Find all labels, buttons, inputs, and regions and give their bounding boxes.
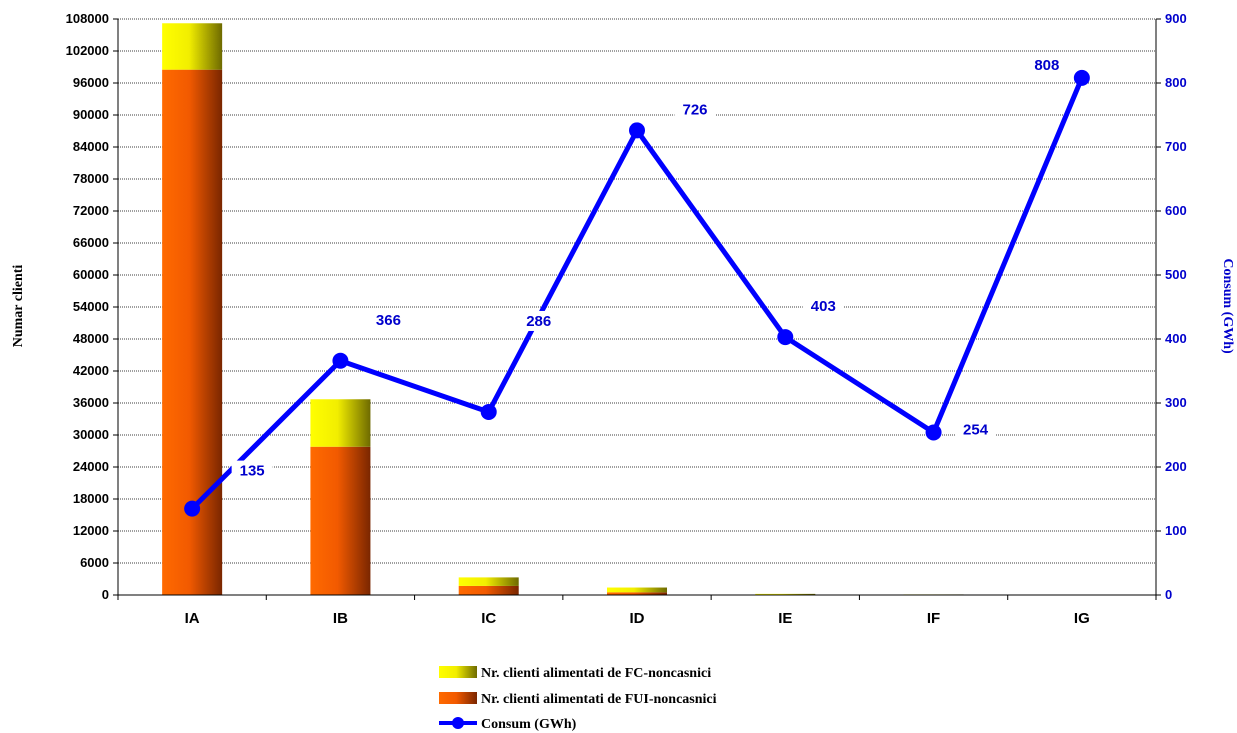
y2-tick-label: 700: [1165, 139, 1187, 154]
gridlines: [118, 18, 1156, 564]
y-tick-label: 12000: [73, 523, 109, 538]
y2-tick-label: 800: [1165, 75, 1187, 90]
x-tick-label: IG: [1074, 610, 1090, 627]
y-tick-label: 60000: [73, 267, 109, 282]
y-tick-label: 96000: [73, 75, 109, 90]
y-tick-label: 24000: [73, 459, 109, 474]
x-tick-label: IE: [778, 610, 792, 627]
data-label-bg: [674, 99, 716, 120]
x-tick-label: IB: [333, 610, 348, 627]
data-label-bg: [1026, 54, 1068, 75]
consum-point-if: [925, 424, 942, 441]
y-tick-label: 6000: [80, 555, 109, 570]
bar-fui-ic: [458, 585, 519, 595]
bars: [162, 23, 1112, 595]
y2-axis-title: Consum (GWh): [1220, 258, 1235, 354]
bar-fc-ic: [458, 577, 519, 586]
y-tick-label: 42000: [73, 363, 109, 378]
x-tick-label: IA: [185, 610, 200, 627]
y-tick-label: 102000: [66, 43, 109, 58]
y2-tick-label: 200: [1165, 459, 1187, 474]
bar-fui-ib: [310, 446, 371, 595]
y2-tick-label: 400: [1165, 331, 1187, 346]
y-tick-label: 36000: [73, 395, 109, 410]
y-tick-label: 66000: [73, 235, 109, 250]
data-label-bg: [955, 419, 997, 440]
bar-fc-ie: [755, 593, 816, 595]
data-label-bg: [518, 310, 560, 331]
legend-label-consum: Consum (GWh): [481, 717, 577, 732]
data-label-bg: [802, 296, 844, 317]
bar-fc-ia: [162, 23, 223, 70]
y-tick-label: 90000: [73, 107, 109, 122]
y-axis-title: Numar clienti: [11, 265, 26, 348]
axes: 0600012000180002400030000360004200048000…: [66, 11, 1187, 627]
consum-point-id: [629, 122, 645, 139]
y2-tick-label: 600: [1165, 203, 1187, 218]
consum-point-ic: [480, 403, 497, 420]
y2-tick-label: 300: [1165, 395, 1187, 410]
data-label-id: 726: [682, 101, 707, 118]
consum-point-ib: [332, 352, 349, 369]
legend-label-fc: Nr. clienti alimentati de FC-noncasnici: [481, 666, 711, 681]
data-label-if: 254: [963, 421, 989, 438]
consum-line: [184, 69, 1090, 517]
y-tick-label: 30000: [73, 427, 109, 442]
y2-tick-label: 0: [1165, 587, 1172, 602]
y-tick-label: 0: [102, 587, 109, 602]
data-label-ic: 286: [526, 313, 551, 330]
y-tick-label: 48000: [73, 331, 109, 346]
consum-point-ie: [777, 329, 794, 346]
data-labels: 135 366 286 726 403 254 808: [231, 54, 1068, 481]
y2-tick-label: 500: [1165, 267, 1187, 282]
y2-tick-label: 900: [1165, 11, 1187, 26]
bar-fc-ib: [310, 399, 371, 447]
data-label-ig: 808: [1034, 57, 1059, 74]
data-label-bg: [367, 309, 409, 330]
legend-swatch-fui: [439, 692, 477, 704]
data-label-ie: 403: [811, 298, 836, 315]
bar-fc-id: [607, 587, 667, 593]
legend-swatch-fc: [439, 666, 477, 678]
legend: Nr. clienti alimentati de FC-noncasnici …: [439, 666, 717, 732]
consum-point-ig: [1073, 69, 1090, 86]
y-tick-label: 18000: [73, 491, 109, 506]
y-tick-label: 78000: [73, 171, 109, 186]
y-tick-label: 72000: [73, 203, 109, 218]
y-tick-label: 84000: [73, 139, 109, 154]
x-tick-label: IC: [481, 610, 496, 627]
data-label-bg: [231, 460, 273, 481]
y-tick-label: 54000: [73, 299, 109, 314]
bar-fui-id: [607, 592, 667, 595]
legend-marker-consum: [452, 717, 464, 729]
x-tick-label: ID: [630, 610, 645, 627]
data-label-ia: 135: [240, 463, 265, 480]
legend-label-fui: Nr. clienti alimentati de FUI-noncasnici: [481, 692, 717, 707]
x-tick-label: IF: [927, 610, 940, 627]
y-tick-label: 108000: [66, 11, 109, 26]
consum-point-ia: [184, 500, 201, 517]
y2-tick-label: 100: [1165, 523, 1187, 538]
data-label-ib: 366: [376, 312, 401, 329]
